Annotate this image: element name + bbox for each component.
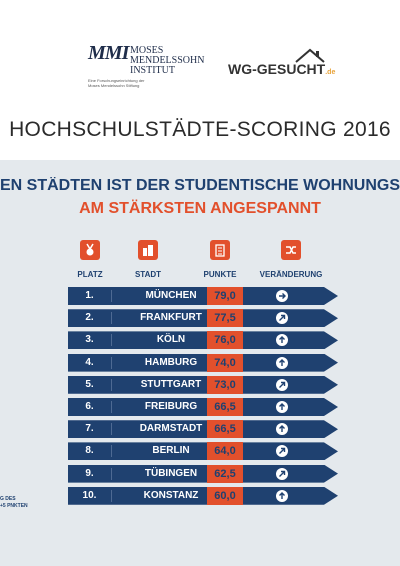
arrow-up-icon: [276, 401, 288, 413]
row-place: 4.: [85, 356, 94, 368]
table-row: 3. KÖLN 76,0: [68, 331, 338, 350]
row-place: 8.: [85, 445, 94, 457]
arrow-up-icon: [276, 356, 288, 369]
row-city: FRANKFURT: [140, 312, 202, 324]
arrow-up-right-icon: [276, 378, 288, 391]
column-header-stadt: STADT: [134, 270, 162, 279]
row-place: 1.: [85, 290, 94, 301]
table-row: 1. MÜNCHEN 79,0: [68, 287, 338, 305]
footnote: G DES +5 PNKTEN: [0, 496, 28, 509]
row-city: MÜNCHEN: [145, 290, 197, 301]
row-city: KONSTANZ: [143, 489, 199, 501]
row-background: [68, 420, 338, 439]
mmi-logo-subtitle: Eine Forschungseinrichtung der Moses Men…: [88, 78, 145, 88]
row-background: [68, 353, 338, 372]
arrow-up-right-icon: [276, 445, 288, 458]
row-place: 3.: [85, 334, 94, 346]
row-city: KÖLN: [156, 334, 186, 346]
row-place: 5.: [85, 378, 94, 390]
row-divider: [111, 489, 112, 502]
logo-bar: MMI MOSES MENDELSSOHN INSTITUT Eine Fors…: [0, 0, 400, 110]
column-header-platz: PLATZ: [77, 270, 103, 279]
table-row: 5. STUTTGART 73,0: [68, 375, 338, 394]
row-background: [68, 309, 338, 328]
row-divider: [111, 290, 112, 302]
table-row: 10. KONSTANZ 60,0: [68, 486, 338, 505]
arrow-up-icon: [276, 334, 288, 347]
row-divider: [111, 445, 112, 458]
row-background: [68, 375, 338, 394]
row-place: 10.: [82, 489, 97, 501]
row-city: BERLIN: [152, 445, 190, 457]
arrow-up-icon: [276, 423, 288, 436]
scorecard-icon: [210, 240, 230, 260]
row-points: 64,0: [207, 442, 243, 461]
row-city: HAMBURG: [144, 356, 198, 368]
shuffle-icon: [281, 240, 301, 260]
city-buildings-icon: [138, 240, 158, 260]
row-background: [68, 464, 338, 483]
row-background: [68, 442, 338, 461]
row-city: STUTTGART: [140, 378, 202, 390]
row-place: 6.: [85, 401, 94, 412]
headline-line-2: AM STÄRKSTEN ANGESPANNT: [79, 200, 321, 217]
arrow-right-icon: [276, 290, 288, 302]
moses-mendelssohn-logo: MMI MOSES MENDELSSOHN INSTITUT Eine Fors…: [88, 40, 204, 100]
row-points: 77,5: [207, 309, 243, 328]
arrow-up-right-icon: [276, 467, 288, 480]
row-divider: [111, 312, 112, 325]
table-row: 2. FRANKFURT 77,5: [68, 309, 338, 328]
wg-gesucht-logo: WG-GESUCHT.de: [228, 48, 335, 80]
column-header-veraenderung: VERÄNDERUNG: [259, 270, 323, 279]
arrow-up-right-icon: [276, 312, 288, 325]
medal-icon: [80, 240, 100, 260]
row-divider: [111, 401, 112, 413]
mmi-logo-name: MOSES MENDELSSOHN INSTITUT: [130, 45, 205, 76]
table-row: 8. BERLIN 64,0: [68, 442, 338, 461]
row-points: 73,0: [207, 375, 243, 394]
arrow-up-icon: [276, 489, 288, 502]
table-row: 7. DARMSTADT 66,5: [68, 420, 338, 439]
wg-logo-tld: .de: [325, 69, 336, 76]
page-title: HOCHSCHULSTÄDTE-SCORING 2016: [9, 118, 391, 141]
mmi-logo-mark: MMI: [88, 42, 129, 64]
row-divider: [111, 356, 112, 369]
row-place: 7.: [85, 423, 94, 435]
row-background: [68, 398, 338, 416]
row-background: [68, 287, 338, 305]
table-row: 6. FREIBURG 66,5: [68, 398, 338, 416]
row-points: 66,5: [207, 398, 243, 416]
row-background: [68, 486, 338, 505]
row-place: 9.: [85, 467, 94, 479]
house-roof-icon: [295, 48, 325, 63]
row-divider: [111, 378, 112, 391]
row-divider: [111, 334, 112, 347]
row-points: 62,5: [207, 464, 243, 483]
row-divider: [111, 423, 112, 436]
row-points: 76,0: [207, 331, 243, 350]
row-points: 79,0: [207, 287, 243, 305]
row-place: 2.: [85, 312, 94, 324]
table-row: 9. TÜBINGEN 62,5: [68, 464, 338, 483]
row-city: FREIBURG: [144, 401, 198, 412]
table-row: 4. HAMBURG 74,0: [68, 353, 338, 372]
wg-logo-name: WG-GESUCHT: [228, 61, 326, 77]
headline-line-1: EN STÄDTEN IST DER STUDENTISCHE WOHNUNGS: [0, 177, 400, 194]
row-points: 74,0: [207, 353, 243, 372]
row-divider: [111, 467, 112, 480]
row-city: DARMSTADT: [139, 423, 203, 435]
row-background: [68, 331, 338, 350]
column-header-punkte: PUNKTE: [203, 270, 237, 279]
row-points: 60,0: [207, 486, 243, 505]
row-points: 66,5: [207, 420, 243, 439]
row-city: TÜBINGEN: [144, 467, 198, 479]
